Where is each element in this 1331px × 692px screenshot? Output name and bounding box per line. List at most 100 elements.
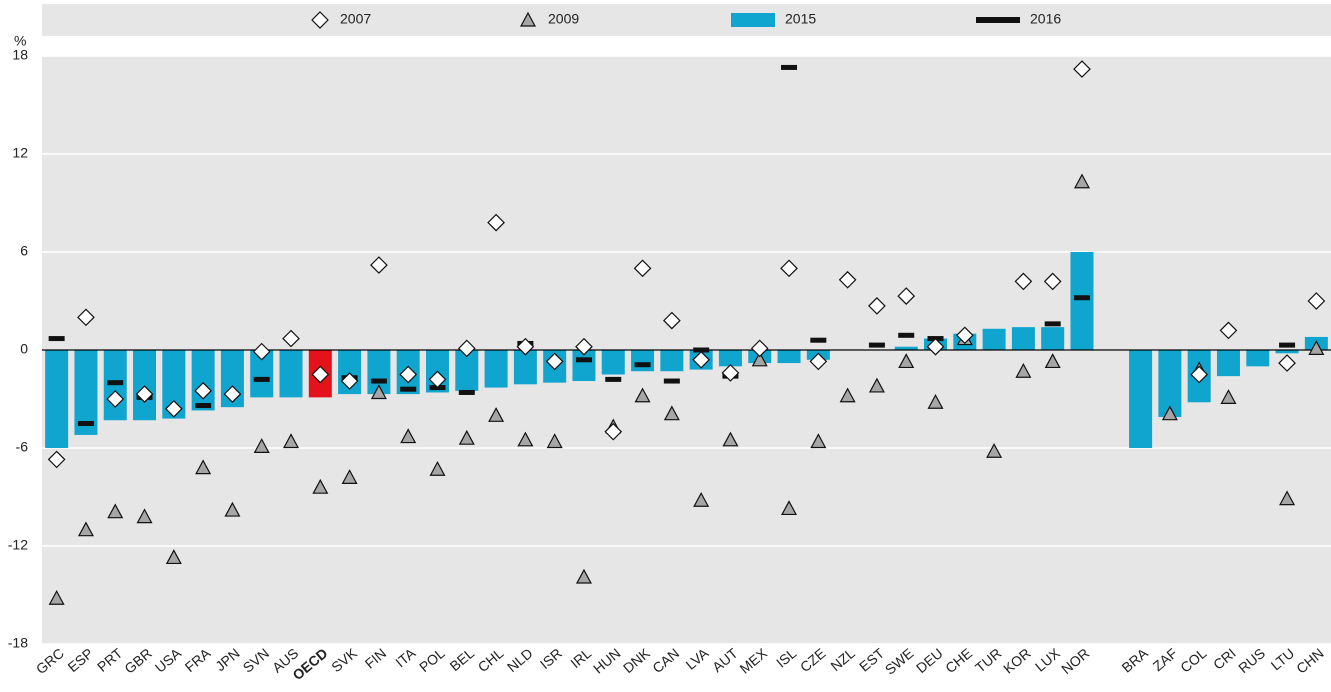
diamond-marker (604, 422, 623, 441)
x-tick-label: NZL (827, 645, 858, 674)
triangle-marker (458, 429, 475, 445)
x-tick-label: BEL (447, 645, 478, 674)
dash-marker (1073, 295, 1090, 301)
dash-marker (575, 357, 592, 363)
triangle-marker (927, 394, 944, 409)
y-axis-label: % (14, 33, 26, 49)
bar (133, 350, 157, 421)
x-tick-label: CRI (1210, 645, 1239, 673)
triangle-marker (253, 438, 270, 453)
x-tick-label: FIN (362, 645, 390, 672)
triangle-marker (868, 377, 885, 393)
triangle-marker (1220, 389, 1237, 404)
diamond-marker (164, 399, 183, 418)
diamond-marker (1307, 292, 1326, 310)
diamond-marker (223, 385, 242, 403)
diamond-marker (692, 350, 710, 369)
diamond-marker (1190, 365, 1209, 384)
x-tick-label: USA (152, 644, 185, 675)
diamond-marker (809, 352, 828, 371)
x-tick-label: SVN (240, 645, 272, 676)
x-tick-label: LUX (1032, 644, 1064, 674)
diamond-marker (194, 381, 212, 400)
dash-marker (400, 386, 417, 392)
diamond-marker (1278, 354, 1296, 372)
x-tick-label: ISR (537, 645, 565, 672)
diamond-marker (780, 259, 798, 278)
x-tick-label: CHL (475, 645, 507, 675)
y-tick-label: -12 (8, 537, 28, 553)
dash-marker (370, 378, 387, 384)
diamond-marker (1219, 321, 1238, 340)
x-tick-label: SWE (882, 645, 917, 678)
x-tick-label: POL (416, 645, 448, 675)
x-tick-label: CZE (797, 645, 829, 675)
triangle-marker (488, 407, 505, 422)
x-tick-label: BRA (1119, 644, 1152, 675)
diamond-marker (47, 450, 66, 469)
legend-swatch (731, 13, 775, 27)
x-tick-label: PRT (94, 645, 126, 675)
bar (279, 350, 303, 398)
legend-swatch (519, 11, 537, 27)
x-tick-label: SVK (328, 644, 360, 675)
bar (513, 350, 537, 385)
dash-marker (663, 378, 680, 384)
x-tick-label: RUS (1235, 645, 1268, 676)
dash-marker (458, 389, 475, 395)
dash-marker (898, 332, 915, 338)
diamond-marker (897, 287, 916, 305)
diamond-marker (311, 365, 330, 384)
triangle-marker (693, 492, 710, 507)
triangle-marker (1015, 362, 1032, 378)
bar (455, 350, 479, 391)
x-tick-label: DEU (913, 645, 946, 676)
diamond-marker (721, 364, 740, 382)
x-tick-label: GBR (121, 645, 155, 677)
bar (777, 350, 801, 364)
bar (718, 350, 742, 367)
legend-label: 2016 (1030, 11, 1061, 27)
triangle-marker (429, 460, 446, 476)
dash-marker (693, 347, 710, 353)
triangle-marker (400, 428, 417, 444)
triangle-marker (1279, 490, 1296, 506)
legend-label: 2015 (785, 11, 816, 27)
x-tick-label: CHN (1293, 645, 1327, 677)
x-tick-label: ZAF (1150, 645, 1181, 674)
x-tick-label: MEX (737, 644, 771, 676)
dash-marker (605, 376, 622, 382)
triangle-marker (898, 353, 915, 369)
triangle-marker (283, 433, 300, 449)
x-tick-label: EST (856, 645, 887, 675)
x-tick-label: COL (1177, 645, 1209, 676)
triangle-marker (839, 387, 856, 403)
triangle-marker (341, 469, 358, 484)
bar (1216, 350, 1240, 377)
diamond-marker (252, 342, 271, 361)
triangle-marker (1044, 353, 1061, 369)
dash-marker (107, 380, 124, 386)
x-tick-label: IRL (567, 645, 594, 671)
bar (982, 328, 1006, 350)
triangle-marker (1073, 173, 1090, 189)
x-tick-label: TUR (972, 645, 1004, 676)
diamond-marker (575, 337, 593, 356)
triangle-marker (312, 478, 329, 494)
bar (162, 350, 186, 419)
bar (1158, 350, 1182, 417)
diamond-marker (926, 337, 945, 356)
bar (1246, 350, 1270, 367)
triangle-marker (575, 568, 592, 584)
triangle-marker (1161, 405, 1178, 421)
x-tick-label: CAN (649, 645, 682, 676)
diamond-marker (838, 270, 857, 289)
diamond-marker (545, 352, 564, 371)
diamond-marker (370, 256, 388, 274)
dash-marker (253, 376, 270, 382)
diamond-marker (135, 385, 154, 403)
triangle-marker (370, 384, 387, 400)
diamond-marker (340, 372, 359, 390)
triangle-marker (48, 590, 65, 605)
